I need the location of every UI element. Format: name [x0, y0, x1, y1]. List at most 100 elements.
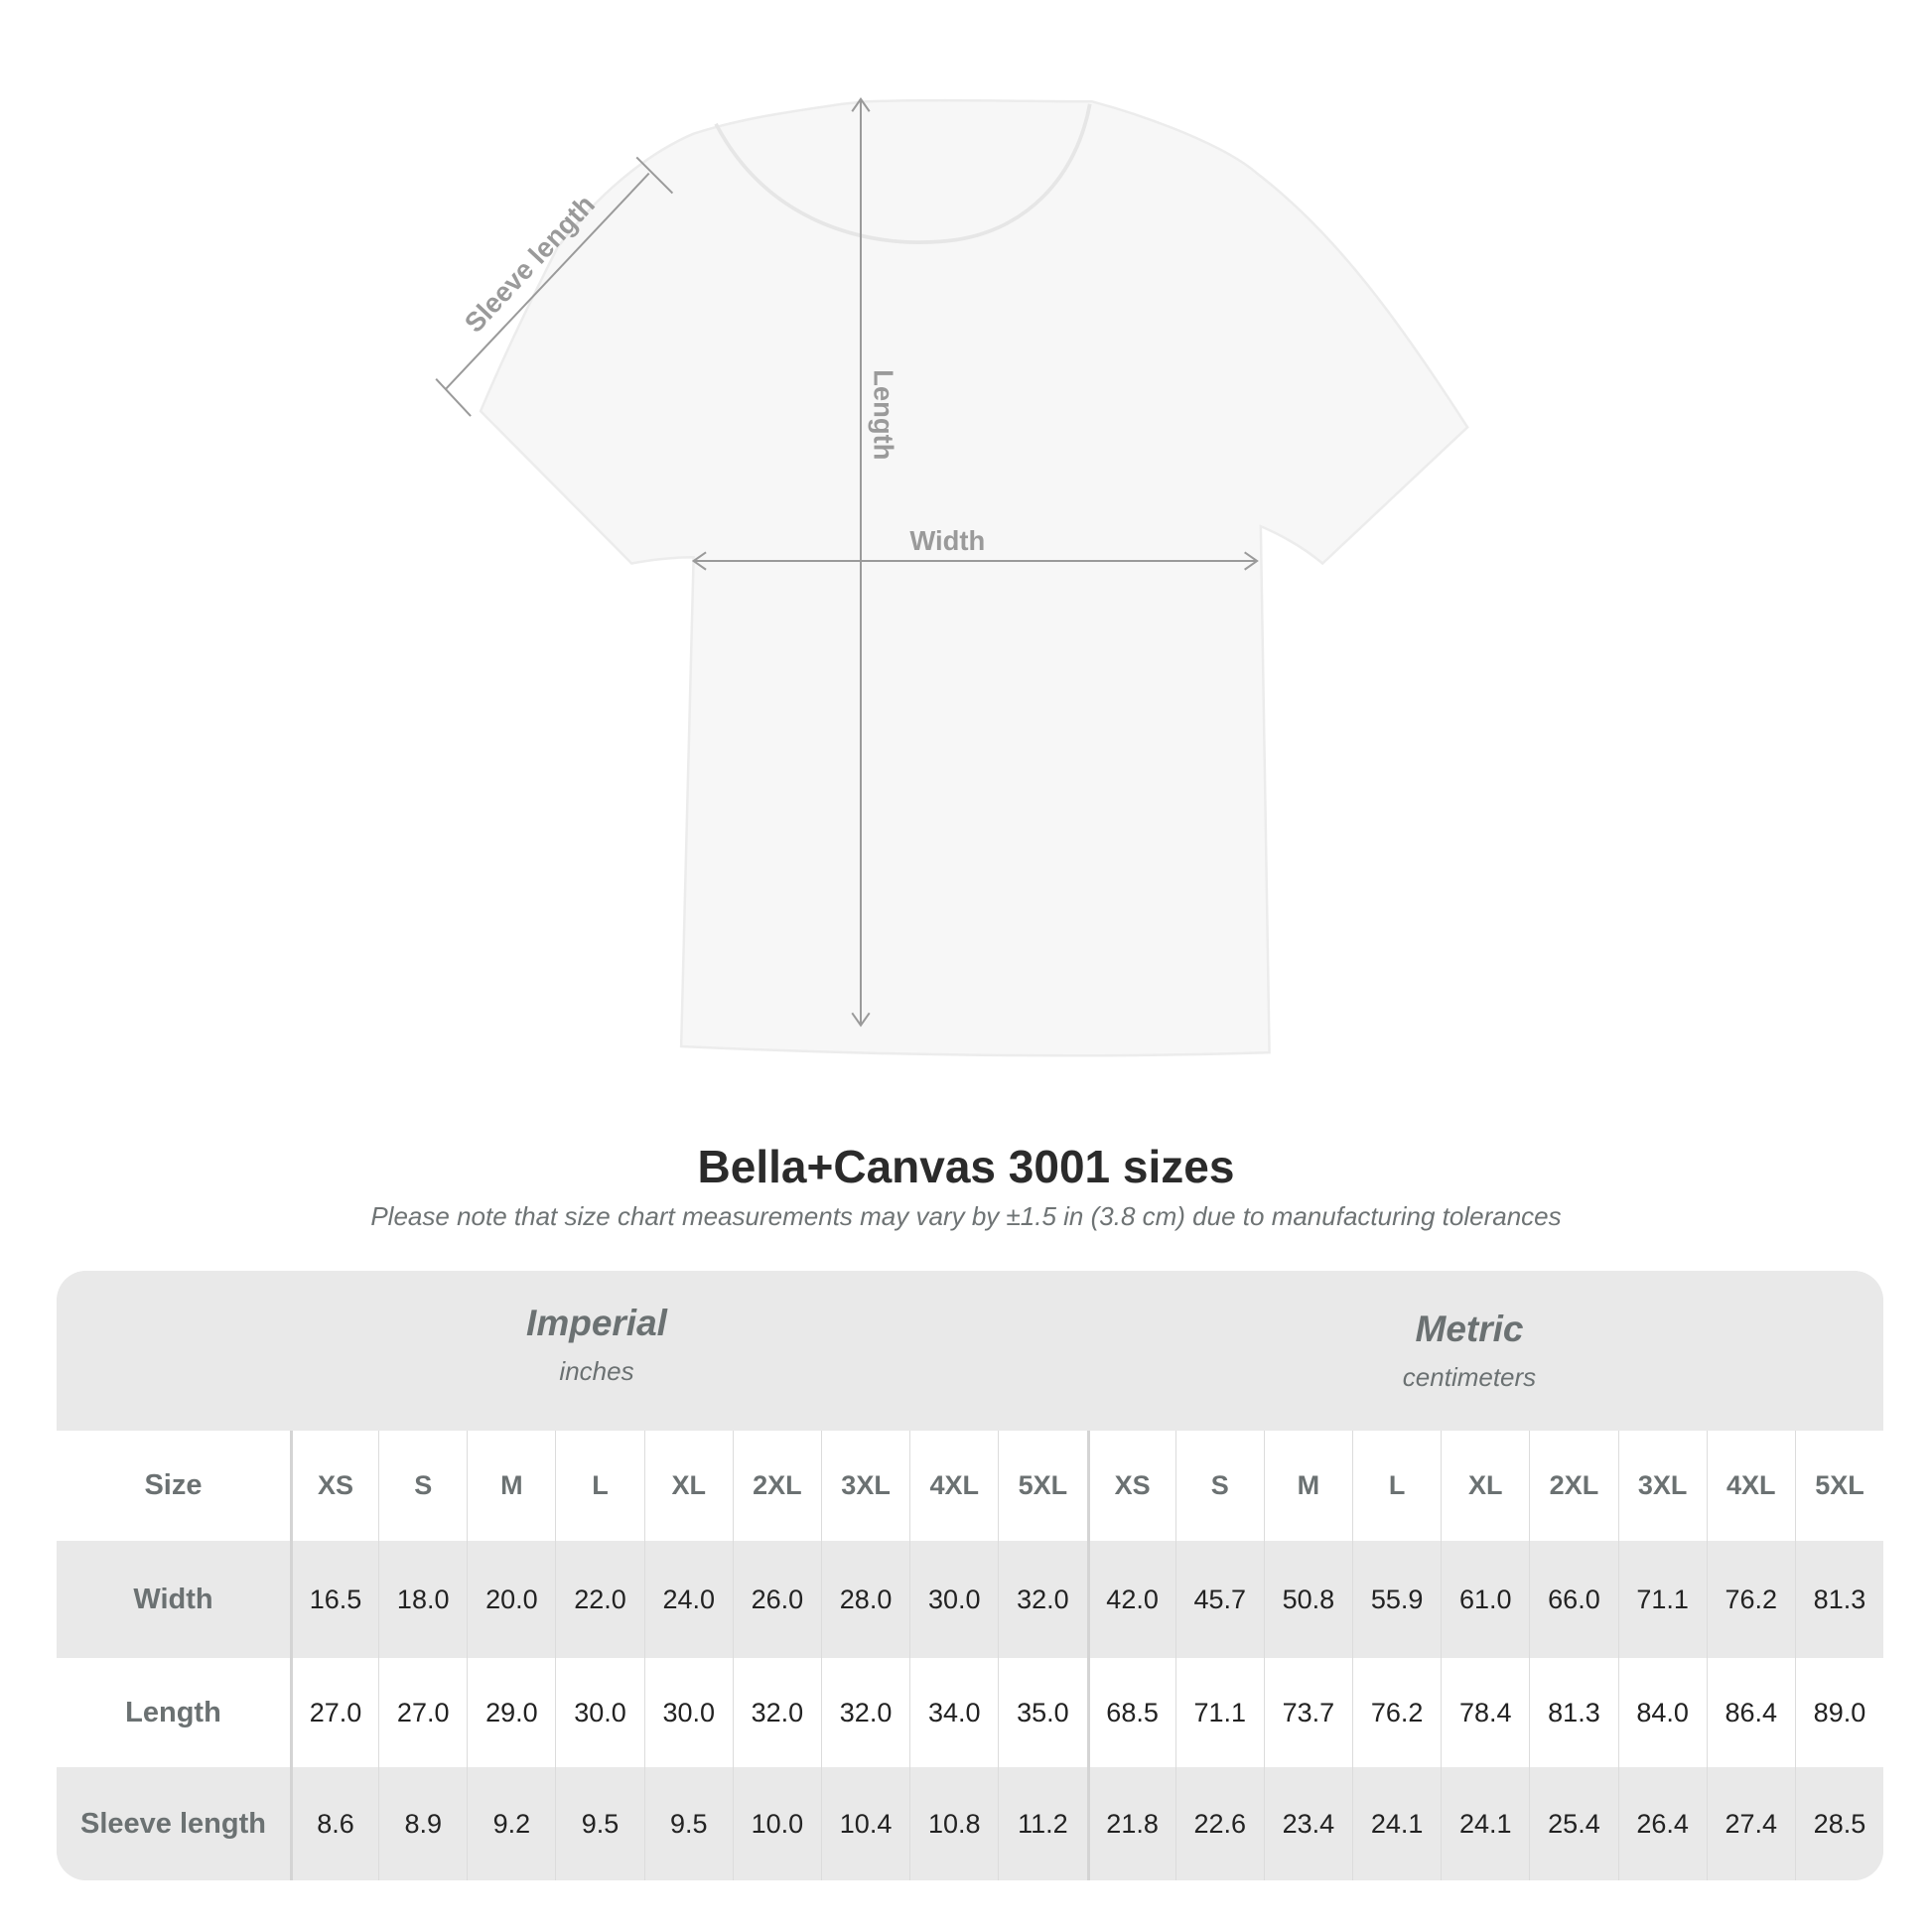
imperial-value-cell: 8.9 [378, 1767, 467, 1880]
imperial-title: Imperial [526, 1303, 667, 1343]
row-label: Size [144, 1469, 203, 1501]
imperial-value-cell: 16.5 [289, 1541, 378, 1658]
metric-value-cell: 61.0 [1441, 1541, 1529, 1658]
imperial-header: Imperial inches [299, 1303, 895, 1387]
imperial-value-cell: 32.0 [998, 1541, 1086, 1658]
tshirt-diagram: Length Width Sleeve length [435, 97, 1469, 1057]
measure-arrows [435, 97, 1259, 1028]
imperial-size-header: M [467, 1431, 555, 1541]
metric-value-cell: 42.0 [1086, 1541, 1175, 1658]
metric-value-cell: 73.7 [1263, 1658, 1352, 1767]
metric-value-cell: 86.4 [1706, 1658, 1795, 1767]
row-label: Sleeve length [79, 1807, 266, 1840]
imperial-value-cell: 10.8 [909, 1767, 998, 1880]
imperial-value-cell: 9.5 [643, 1767, 733, 1880]
imperial-value-cell: 35.0 [998, 1658, 1086, 1767]
metric-title: Metric [1415, 1309, 1524, 1349]
metric-value-cell: 23.4 [1263, 1767, 1352, 1880]
imperial-size-header: S [378, 1431, 467, 1541]
imperial-value-cell: 8.6 [289, 1767, 378, 1880]
metric-value-cell: 76.2 [1352, 1658, 1441, 1767]
imperial-value-cell: 27.0 [289, 1658, 378, 1767]
sleeve-tick-2 [635, 156, 674, 195]
imperial-value-cell: 32.0 [820, 1658, 909, 1767]
size-header-row: Size XS S M L XL 2XL 3XL 4XL 5XL XS S M L XL 2XL 3XL 4XL 5… [57, 1431, 1883, 1541]
metric-value-cell: 89.0 [1794, 1658, 1883, 1767]
metric-size-header: L [1352, 1431, 1441, 1541]
imperial-size-header: XS [289, 1431, 378, 1541]
metric-value-cell: 50.8 [1263, 1541, 1352, 1658]
metric-header: Metric centimeters [1172, 1309, 1767, 1393]
chart-title: Bella+Canvas 3001 sizes [697, 1141, 1235, 1192]
imperial-value-cell: 10.0 [732, 1767, 821, 1880]
metric-value-cell: 55.9 [1352, 1541, 1441, 1658]
metric-size-header: 5XL [1794, 1431, 1883, 1541]
table-row: Width 16.5 18.0 20.0 22.0 24.0 26.0 28.0 30.0 32.… [57, 1541, 1883, 1658]
tshirt-image [479, 98, 1469, 1057]
imperial-size-header: 2XL [732, 1431, 821, 1541]
table-row: Sleeve length 8.6 8.9 9.2 9.5 9.5 10.0 10.4 10.8… [57, 1767, 1883, 1880]
metric-value-cell: 25.4 [1529, 1767, 1617, 1880]
imperial-size-header: 3XL [820, 1431, 909, 1541]
metric-value-cell: 71.1 [1174, 1658, 1264, 1767]
imperial-value-cell: 32.0 [732, 1658, 821, 1767]
imperial-size-header: XL [643, 1431, 733, 1541]
imperial-value-cell: 22.0 [555, 1541, 643, 1658]
metric-value-cell: 81.3 [1529, 1658, 1617, 1767]
sleeve-arrow [445, 172, 650, 390]
width-label: Width [909, 525, 985, 556]
metric-size-header: M [1263, 1431, 1352, 1541]
imperial-size-header: L [555, 1431, 643, 1541]
metric-unit: centimeters [1402, 1362, 1537, 1392]
length-arrow-head-top [851, 97, 871, 112]
imperial-value-cell: 24.0 [643, 1541, 733, 1658]
metric-value-cell: 27.4 [1706, 1767, 1795, 1880]
imperial-value-cell: 27.0 [378, 1658, 467, 1767]
width-arrow-head-left [691, 551, 707, 571]
imperial-size-header: 5XL [998, 1431, 1086, 1541]
imperial-value-cell: 9.5 [555, 1767, 643, 1880]
table-row: Length 27.0 27.0 29.0 30.0 30.0 32.0 32.0 34.0 35… [57, 1658, 1883, 1767]
metric-value-cell: 66.0 [1529, 1541, 1617, 1658]
imperial-value-cell: 20.0 [467, 1541, 555, 1658]
imperial-value-cell: 10.4 [820, 1767, 909, 1880]
imperial-size-header: 4XL [909, 1431, 998, 1541]
imperial-value-cell: 9.2 [467, 1767, 555, 1880]
row-label: Width [133, 1583, 213, 1615]
imperial-value-cell: 30.0 [555, 1658, 643, 1767]
metric-value-cell: 21.8 [1086, 1767, 1175, 1880]
metric-value-cell: 24.1 [1352, 1767, 1441, 1880]
length-label: Length [869, 369, 899, 460]
metric-value-cell: 68.5 [1086, 1658, 1175, 1767]
metric-value-cell: 71.1 [1617, 1541, 1707, 1658]
imperial-value-cell: 29.0 [467, 1658, 555, 1767]
imperial-unit: inches [559, 1356, 634, 1386]
metric-size-header: XL [1441, 1431, 1529, 1541]
row-label: Length [125, 1696, 221, 1728]
imperial-value-cell: 34.0 [909, 1658, 998, 1767]
metric-value-cell: 78.4 [1441, 1658, 1529, 1767]
metric-value-cell: 26.4 [1617, 1767, 1707, 1880]
size-table: Imperial inches Metric centimeters Size X… [57, 1271, 1883, 1880]
imperial-value-cell: 28.0 [820, 1541, 909, 1658]
metric-value-cell: 76.2 [1706, 1541, 1795, 1658]
metric-size-header: 3XL [1617, 1431, 1707, 1541]
imperial-value-cell: 30.0 [643, 1658, 733, 1767]
length-arrow-head-bottom [851, 1012, 871, 1028]
metric-value-cell: 24.1 [1441, 1767, 1529, 1880]
metric-size-header: 2XL [1529, 1431, 1617, 1541]
imperial-value-cell: 18.0 [378, 1541, 467, 1658]
metric-size-header: 4XL [1706, 1431, 1795, 1541]
metric-value-cell: 28.5 [1794, 1767, 1883, 1880]
metric-value-cell: 84.0 [1617, 1658, 1707, 1767]
metric-value-cell: 45.7 [1174, 1541, 1264, 1658]
imperial-value-cell: 30.0 [909, 1541, 998, 1658]
imperial-value-cell: 11.2 [998, 1767, 1086, 1880]
metric-value-cell: 22.6 [1174, 1767, 1264, 1880]
metric-size-header: XS [1086, 1431, 1175, 1541]
sleeve-tick-1 [435, 377, 472, 417]
metric-value-cell: 81.3 [1794, 1541, 1883, 1658]
width-arrow-head-right [1244, 551, 1259, 571]
tolerance-note: Please note that size chart measurements… [370, 1201, 1562, 1231]
imperial-value-cell: 26.0 [732, 1541, 821, 1658]
